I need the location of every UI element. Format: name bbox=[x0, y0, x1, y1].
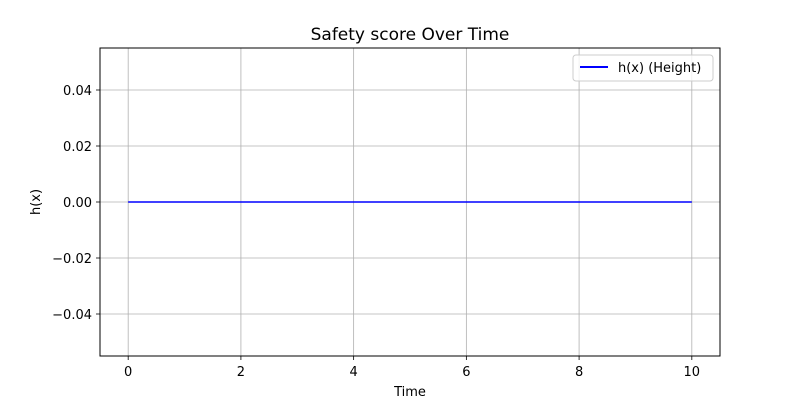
x-axis-ticks: 0 2 4 6 8 10 bbox=[124, 356, 700, 380]
x-tick-label: 4 bbox=[349, 365, 357, 380]
chart-title: Safety score Over Time bbox=[311, 25, 510, 45]
x-tick-label: 0 bbox=[124, 365, 132, 380]
y-tick-label: 0.00 bbox=[63, 196, 92, 211]
y-axis-ticks: −0.04 −0.02 0.00 0.02 0.04 bbox=[52, 84, 100, 323]
y-tick-label: 0.04 bbox=[63, 84, 92, 99]
legend-box bbox=[572, 54, 714, 82]
y-axis-label: h(x) bbox=[29, 189, 44, 215]
plot-area bbox=[99, 47, 721, 357]
y-tick-label: 0.02 bbox=[63, 140, 92, 155]
y-tick-label: −0.02 bbox=[52, 252, 92, 267]
legend: h(x) (Height) bbox=[572, 54, 714, 82]
y-tick-label: −0.04 bbox=[52, 308, 92, 323]
x-tick-label: 10 bbox=[684, 365, 701, 380]
x-tick-label: 6 bbox=[462, 365, 470, 380]
legend-label: h(x) (Height) bbox=[618, 61, 701, 76]
x-tick-label: 2 bbox=[237, 365, 245, 380]
x-tick-label: 8 bbox=[575, 365, 583, 380]
x-axis-label: Time bbox=[393, 385, 426, 400]
